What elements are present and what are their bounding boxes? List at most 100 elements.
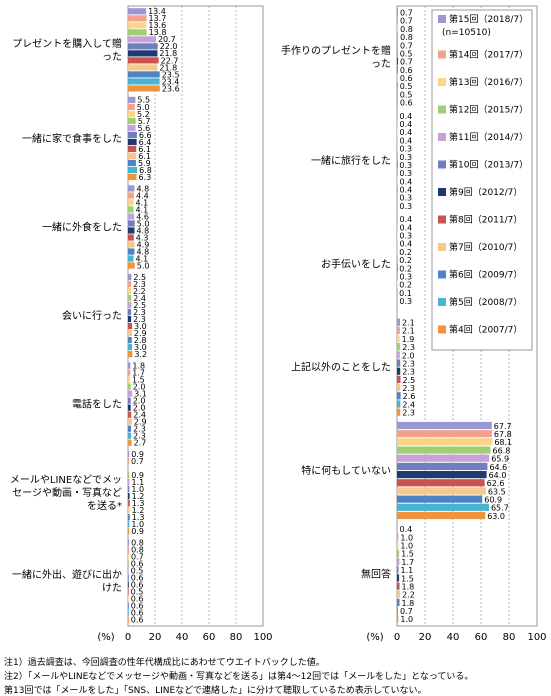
bar-value-1-4-10: 65.7 <box>491 504 509 513</box>
bar-value-1-3-6: 2.3 <box>402 368 415 377</box>
bar-value-1-4-9: 60.9 <box>484 495 502 504</box>
bar-1-4-6 <box>397 471 487 479</box>
bar-0-3-6 <box>128 316 132 323</box>
bar-value-0-5-4: 1.1 <box>131 478 144 487</box>
category-label-0-6: けた <box>102 582 122 594</box>
bar-1-1-0 <box>397 111 398 120</box>
bar-value-0-4-11: 2.7 <box>134 439 147 448</box>
legend-swatch-3 <box>438 105 446 114</box>
legend-label-4: 第11回（2014/7） <box>449 131 528 143</box>
bar-1-3-3 <box>397 343 401 351</box>
bar-value-0-0-11: 23.6 <box>162 84 180 93</box>
category-label-0-1: 一緒に家で食事をした <box>22 132 122 145</box>
legend-swatch-5 <box>438 160 446 169</box>
category-label-0-0: プレゼントを購入して贈 <box>12 37 122 50</box>
bar-1-4-3 <box>397 446 491 454</box>
bar-0-0-2 <box>128 22 147 29</box>
bar-value-0-4-1: 1.7 <box>132 368 145 377</box>
bar-value-1-5-4: 1.7 <box>401 558 414 567</box>
x-tick-label-0-0: 0 <box>125 632 131 643</box>
bar-0-6-6 <box>128 581 129 588</box>
unit-label-0: (%) <box>97 632 114 643</box>
bar-value-0-2-11: 5.0 <box>137 261 150 270</box>
bar-value-1-3-11: 2.3 <box>402 409 415 418</box>
bar-0-0-9 <box>128 71 160 78</box>
bar-value-0-1-3: 5.7 <box>138 117 151 126</box>
bar-0-2-9 <box>128 248 135 255</box>
x-tick-label-0-2: 40 <box>176 632 189 643</box>
bar-value-0-5-3: 0.9 <box>131 471 144 480</box>
bar-value-0-1-6: 6.4 <box>139 138 152 147</box>
bar-0-1-7 <box>128 145 137 153</box>
bar-value-0-3-6: 2.3 <box>133 315 146 324</box>
bar-0-4-6 <box>128 404 131 411</box>
bar-value-0-3-9: 2.8 <box>134 336 147 345</box>
bar-value-0-6-11: 0.6 <box>131 616 144 625</box>
legend-swatch-0 <box>438 15 446 23</box>
bar-value-1-4-8: 63.5 <box>488 487 506 496</box>
bar-1-1-2 <box>397 128 398 136</box>
bar-value-1-1-6: 0.3 <box>399 161 412 170</box>
bar-1-4-2 <box>397 438 493 446</box>
bar-1-3-2 <box>397 334 400 343</box>
bar-value-0-4-2: 1.5 <box>132 375 145 384</box>
bar-1-2-0 <box>397 215 398 223</box>
bar-1-1-10 <box>397 193 398 201</box>
bar-value-1-1-10: 0.3 <box>399 194 412 203</box>
bar-0-3-4 <box>128 301 132 309</box>
bar-1-2-3 <box>397 239 398 247</box>
footnote-3: 第13回では「メールをした」「SNS、LINEなどで連絡した」に分けて聴取してい… <box>4 686 427 696</box>
bar-1-2-4 <box>397 247 398 256</box>
bar-value-1-3-9: 2.6 <box>403 392 416 401</box>
category-label-1-4: 特に何もしていない <box>301 464 391 477</box>
bar-0-4-11 <box>128 439 132 446</box>
x-tick-label-1-1: 20 <box>419 632 432 643</box>
bar-1-4-4 <box>397 454 490 462</box>
bar-0-6-8 <box>128 595 129 602</box>
bar-1-3-5 <box>397 359 401 367</box>
bar-0-5-5 <box>128 486 130 493</box>
bar-value-0-5-1: 0.7 <box>131 457 144 466</box>
bar-value-1-2-9: 0.1 <box>399 289 412 298</box>
bar-0-1-6 <box>128 138 137 146</box>
bar-0-1-4 <box>128 124 136 132</box>
bar-value-1-2-10: 0.3 <box>399 297 412 306</box>
bar-0-5-11 <box>128 528 130 535</box>
bar-0-1-8 <box>128 152 137 160</box>
bar-1-0-2 <box>397 24 399 33</box>
bar-value-0-1-8: 6.1 <box>138 152 151 161</box>
bar-1-4-9 <box>397 495 483 503</box>
bar-0-2-0 <box>128 185 135 192</box>
legend-swatch-9 <box>438 270 446 279</box>
bar-0-6-2 <box>128 553 129 560</box>
bar-1-5-4 <box>397 557 400 566</box>
bar-value-1-0-3: 0.8 <box>400 33 413 42</box>
bar-1-1-7 <box>397 169 398 177</box>
bar-value-1-3-2: 1.9 <box>402 335 415 344</box>
bar-value-0-4-0: 1.8 <box>132 361 145 370</box>
bar-1-4-10 <box>397 503 489 511</box>
bar-value-1-1-1: 0.4 <box>400 120 413 129</box>
bar-1-3-9 <box>397 392 401 400</box>
bar-0-6-4 <box>128 567 129 574</box>
x-tick-label-1-2: 40 <box>447 632 460 643</box>
bar-value-1-5-6: 1.5 <box>401 574 414 583</box>
category-label-0-4: 電話をした <box>72 398 122 411</box>
bar-value-0-3-10: 3.0 <box>134 343 147 352</box>
bar-1-4-0 <box>397 421 492 430</box>
bar-value-0-5-9: 1.3 <box>132 513 145 522</box>
bar-value-0-4-5: 2.0 <box>133 397 146 406</box>
bar-value-1-4-7: 62.6 <box>487 479 505 488</box>
bar-1-5-2 <box>397 541 399 549</box>
bar-value-0-6-0: 0.8 <box>131 539 144 548</box>
bar-1-2-1 <box>397 223 398 231</box>
bar-value-1-1-5: 0.3 <box>399 153 412 162</box>
bar-value-0-3-2: 2.2 <box>133 287 146 296</box>
bar-value-0-0-4: 20.7 <box>158 35 176 44</box>
bar-1-3-7 <box>397 375 401 384</box>
bar-1-3-10 <box>397 400 401 408</box>
x-tick-label-0-1: 20 <box>149 632 162 643</box>
bar-value-1-3-5: 2.3 <box>402 359 415 368</box>
x-tick-label-1-3: 60 <box>475 632 488 643</box>
bar-value-0-2-8: 4.9 <box>137 240 150 249</box>
